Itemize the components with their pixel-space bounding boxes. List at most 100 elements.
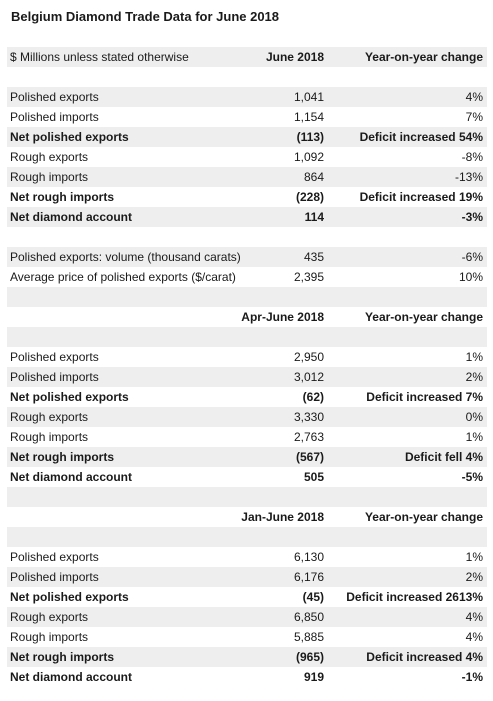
table-row: Net polished exports (62) Deficit increa… [7,387,487,407]
row-change: 1% [465,550,483,564]
table-row: Polished imports 1,154 7% [7,107,487,127]
row-label: Rough imports [10,170,89,184]
row-change: Deficit fell 4% [404,450,483,464]
row-change: 4% [465,90,483,104]
table-row: Net polished exports (45) Deficit increa… [7,587,487,607]
units-note: $ Millions unless stated otherwise [10,50,189,64]
table-row: Polished exports: volume (thousand carat… [7,247,487,267]
row-value: 3,330 [293,410,324,424]
table-row: Rough imports 2,763 1% [7,427,487,447]
row-label: Rough exports [10,150,89,164]
row-value: 2,395 [293,270,324,284]
row-value: 1,154 [293,110,324,124]
row-value: 435 [303,250,324,264]
row-change: 2% [465,570,483,584]
period-header: Apr-June 2018 [241,310,324,324]
row-label: Net diamond account [10,470,133,484]
row-value: 114 [304,210,324,224]
row-label: Net rough imports [10,190,114,204]
row-label: Net diamond account [10,210,133,224]
row-change: 2% [465,370,483,384]
row-change: 0% [465,410,483,424]
spacer-row [7,67,487,87]
row-value: (567) [295,450,324,464]
row-label: Net diamond account [10,670,133,684]
row-value: 3,012 [293,370,324,384]
change-header: Year-on-year change [364,510,483,524]
row-value: 919 [303,670,324,684]
period-header: June 2018 [265,50,324,64]
change-header: Year-on-year change [364,50,483,64]
row-value: (62) [302,390,324,404]
table-row: Net diamond account 505 -5% [7,467,487,487]
row-value: 5,885 [293,630,324,644]
spacer-row [7,527,487,547]
row-value: 6,176 [293,570,324,584]
row-change: -8% [461,150,483,164]
period-header: Jan-June 2018 [241,510,324,524]
table-row: Net diamond account 114 -3% [7,207,487,227]
row-value: 864 [303,170,324,184]
row-label: Polished exports [10,90,99,104]
spacer-row [7,327,487,347]
row-value: 6,850 [293,610,324,624]
row-change: 1% [465,430,483,444]
change-header: Year-on-year change [364,310,483,324]
row-value: 1,041 [293,90,324,104]
spacer-row [7,227,487,247]
spacer-row [7,287,487,307]
row-label: Net rough imports [10,450,114,464]
section-header-row: Jan-June 2018 Year-on-year change [7,507,487,527]
table-row: Rough exports 3,330 0% [7,407,487,427]
row-value: (113) [296,130,324,144]
row-value: 505 [303,470,324,484]
table-row: Polished exports 1,041 4% [7,87,487,107]
table-row: Rough imports 864 -13% [7,167,487,187]
row-value: 2,763 [293,430,324,444]
table-row: Polished imports 6,176 2% [7,567,487,587]
table-row: Net rough imports (965) Deficit increase… [7,647,487,667]
row-label: Polished imports [10,370,99,384]
row-label: Net polished exports [10,590,129,604]
row-label: Polished exports [10,550,99,564]
row-change: Deficit increased 19% [359,190,483,204]
row-label: Net rough imports [10,650,114,664]
row-label: Polished exports [10,350,99,364]
row-change: 4% [465,630,483,644]
row-value: 1,092 [293,150,324,164]
table-row: Net polished exports (113) Deficit incre… [7,127,487,147]
row-change: 10% [458,270,483,284]
table-row: Polished exports 6,130 1% [7,547,487,567]
table-row: Net rough imports (228) Deficit increase… [7,187,487,207]
row-change: -13% [454,170,483,184]
row-change: 1% [465,350,483,364]
table-row: Rough imports 5,885 4% [7,627,487,647]
row-label: Rough exports [10,610,89,624]
row-change: Deficit increased 4% [366,650,483,664]
row-label: Net polished exports [10,390,129,404]
spacer-row [7,487,487,507]
table-header-row: $ Millions unless stated otherwise June … [7,47,487,67]
row-label: Net polished exports [10,130,129,144]
row-change: Deficit increased 54% [359,130,483,144]
table-row: Polished exports 2,950 1% [7,347,487,367]
row-label: Polished exports: volume (thousand carat… [10,250,241,264]
section-header-row: Apr-June 2018 Year-on-year change [7,307,487,327]
row-change: Deficit increased 7% [366,390,483,404]
row-value: (965) [295,650,324,664]
row-label: Rough imports [10,430,89,444]
row-change: 7% [465,110,483,124]
row-label: Average price of polished exports ($/car… [10,270,236,284]
table-row: Rough exports 1,092 -8% [7,147,487,167]
table-row: Net diamond account 919 -1% [7,667,487,687]
row-change: -1% [461,670,483,684]
row-change: 4% [465,610,483,624]
row-label: Rough exports [10,410,89,424]
row-value: 6,130 [293,550,324,564]
row-value: 2,950 [293,350,324,364]
table-row: Net rough imports (567) Deficit fell 4% [7,447,487,467]
table-row: Average price of polished exports ($/car… [7,267,487,287]
row-value: (228) [295,190,324,204]
row-label: Polished imports [10,110,99,124]
row-change: -3% [461,210,483,224]
